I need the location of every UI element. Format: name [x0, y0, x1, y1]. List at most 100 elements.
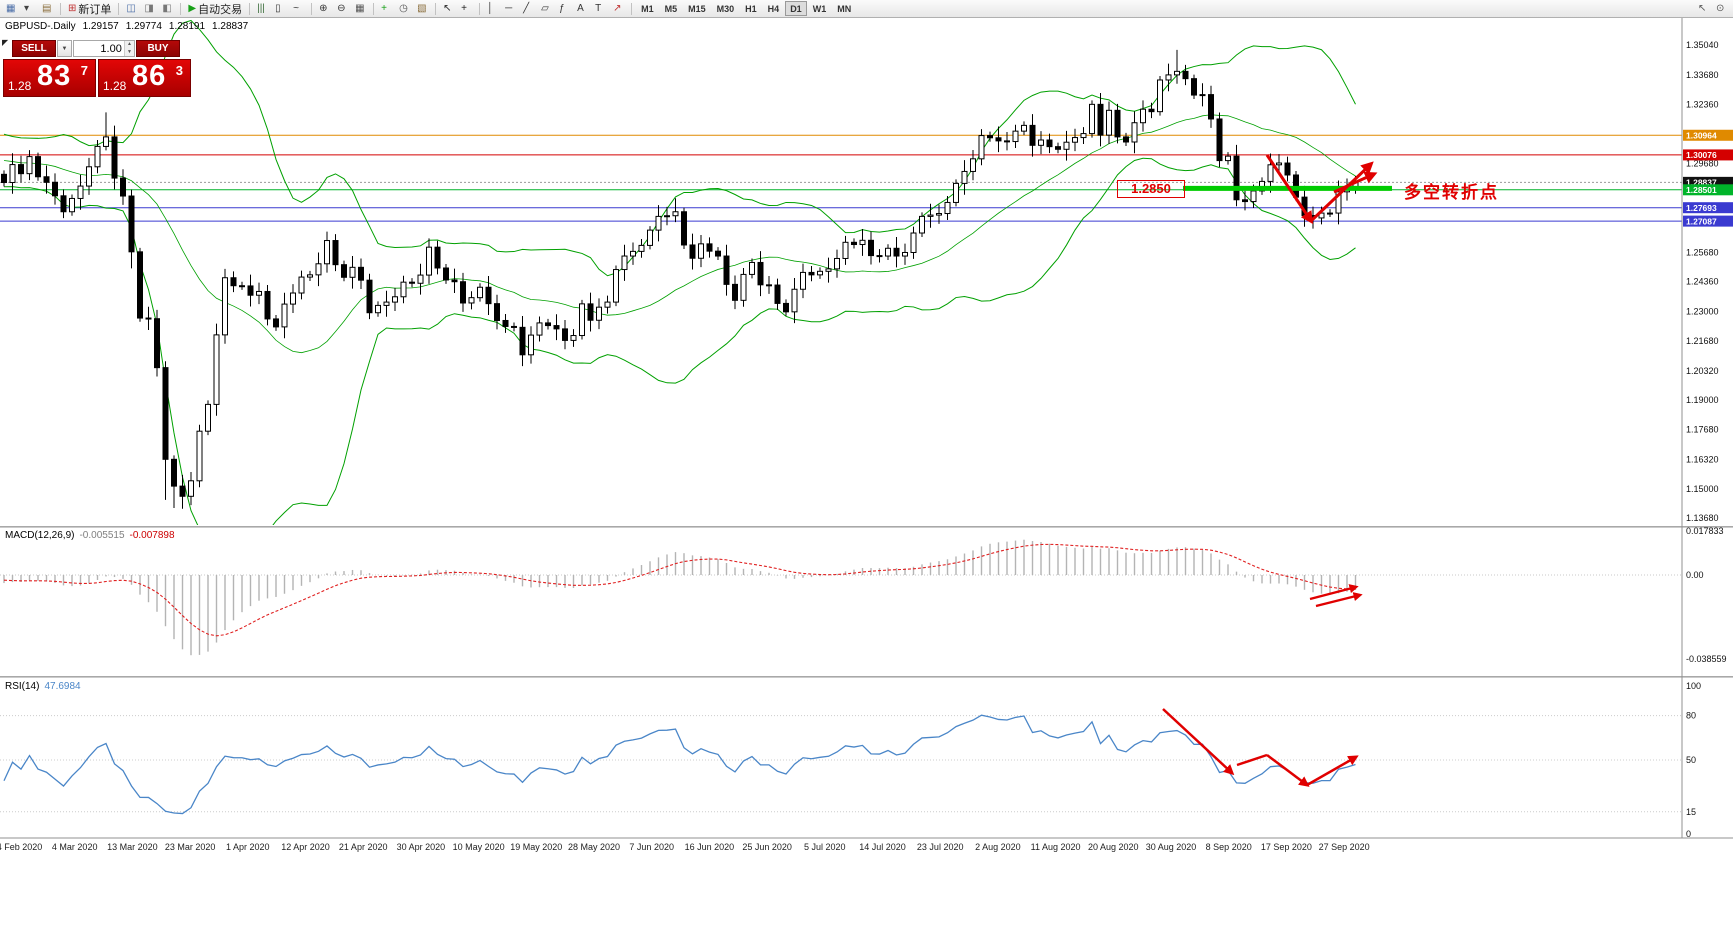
toolbar-separator [249, 2, 251, 15]
collapse-panel-icon[interactable]: ◤ [2, 38, 9, 47]
horizontal-line-icon: ─ [505, 2, 513, 14]
chart-window-dropdown-icon[interactable]: ▾ [21, 1, 38, 17]
text-label-icon[interactable]: T [592, 1, 609, 17]
price-tag-1.30964[interactable]: 1.30964 [1683, 129, 1733, 141]
buy-price-button[interactable]: 1.28 86 3 [98, 59, 191, 97]
pane-separator-rsi[interactable] [0, 676, 1733, 678]
arrows-icon[interactable]: ↗ [610, 1, 627, 17]
price-tag-1.28501[interactable]: 1.28501 [1683, 184, 1733, 196]
toolbar-separator [435, 2, 437, 15]
new-chart-icon: ▦ [6, 2, 16, 14]
autotrade-button[interactable]: ▶ 自动交易 [185, 1, 245, 17]
svg-text:100: 100 [1686, 681, 1701, 691]
macd-name: MACD(12,26,9) [5, 530, 75, 541]
timeframe-h4-button[interactable]: H4 [763, 1, 785, 16]
timeframe-h1-button[interactable]: H1 [740, 1, 762, 16]
svg-text:30 Aug 2020: 30 Aug 2020 [1146, 842, 1197, 852]
templates-icon[interactable]: ▧ [414, 1, 431, 17]
annotation-arrow[interactable] [1265, 154, 1314, 225]
svg-text:1.28837: 1.28837 [1686, 178, 1717, 188]
macd-signal-line [3, 543, 1356, 637]
magnifier-icon: ⊙ [1716, 2, 1725, 14]
timeframe-w1-button[interactable]: W1 [808, 1, 832, 16]
candlesticks [1, 49, 1359, 509]
annotation-arrow[interactable] [1309, 161, 1374, 223]
chart-window-dropdown-icon: ▾ [24, 2, 30, 14]
timeframe-m30-button[interactable]: M30 [712, 1, 740, 16]
tile-windows-icon[interactable]: ▦ [352, 1, 369, 17]
bar-chart-icon[interactable]: ||| [254, 1, 271, 17]
sell-button[interactable]: SELL [12, 40, 56, 57]
annotation-arrow[interactable] [1266, 754, 1310, 787]
macd-value-2: -0.007898 [129, 530, 175, 541]
rsi-name: RSI(14) [5, 681, 40, 692]
svg-text:8 Sep 2020: 8 Sep 2020 [1206, 842, 1252, 852]
toolbar-separator [631, 2, 633, 15]
svg-text:1.33680: 1.33680 [1686, 70, 1719, 80]
annotation-arrow[interactable] [1236, 753, 1268, 767]
price-tag-1.27087[interactable]: 1.27087 [1683, 215, 1733, 227]
svg-text:1 Apr 2020: 1 Apr 2020 [226, 842, 270, 852]
magnifier-icon[interactable]: ⊙ [1713, 1, 1730, 17]
line-chart-icon[interactable]: ~ [290, 1, 307, 17]
timeframe-d1-button[interactable]: D1 [785, 1, 807, 16]
sell-price-button[interactable]: 1.28 83 7 [3, 59, 96, 97]
market-watch-icon[interactable]: ◫ [123, 1, 140, 17]
macd-label: MACD(12,26,9) -0.005515 -0.007898 [5, 530, 175, 541]
candlestick-chart-icon[interactable]: ▯ [272, 1, 289, 17]
zoom-in-icon[interactable]: ⊕ [316, 1, 333, 17]
order-type-dropdown[interactable]: ▼ [57, 40, 72, 57]
new-order-button[interactable]: ⊞ 新订单 [65, 1, 114, 17]
timeframe-m15-button[interactable]: M15 [683, 1, 711, 16]
profiles-icon[interactable]: ▤ [39, 1, 56, 17]
svg-text:24 Feb 2020: 24 Feb 2020 [0, 842, 42, 852]
autotrade-play-icon: ▶ [188, 2, 197, 14]
chart-canvas[interactable]: 1.35040 1.33680 1.32360 1.29680 1.25680 1.243… [0, 18, 1733, 941]
vertical-line-icon[interactable]: │ [484, 1, 501, 17]
volume-up-button[interactable]: ▲ [124, 41, 134, 49]
crosshair-icon[interactable]: + [458, 1, 475, 17]
volume-stepper: ▲ ▼ [73, 40, 135, 57]
zoom-out-icon[interactable]: ⊖ [334, 1, 351, 17]
equidistant-channel-icon[interactable]: ▱ [538, 1, 555, 17]
annotation-arrow[interactable] [1333, 171, 1378, 194]
timeframe-m5-button[interactable]: M5 [660, 1, 683, 16]
dropdown-arrow-icon: ▼ [61, 45, 68, 52]
horizontal-line-icon[interactable]: ─ [502, 1, 519, 17]
annotation-arrow[interactable] [1162, 708, 1235, 776]
new-chart-icon[interactable]: ▦ [3, 1, 20, 17]
annotation-arrow[interactable] [1306, 755, 1359, 787]
timeframe-mn-button[interactable]: MN [832, 1, 856, 16]
cursor-icon[interactable]: ↖ [440, 1, 457, 17]
sell-price-figure: 1.28 [8, 79, 32, 93]
navigator-icon[interactable]: ◧ [159, 1, 176, 17]
text-icon[interactable]: A [574, 1, 591, 17]
cursor-icon: ↖ [443, 2, 452, 14]
price-tag-1.27693[interactable]: 1.27693 [1683, 202, 1733, 214]
annotation-arrow[interactable] [1309, 584, 1359, 601]
data-window-icon[interactable]: ◨ [141, 1, 158, 17]
chart-close: 1.28837 [212, 21, 249, 32]
svg-text:7 Jun 2020: 7 Jun 2020 [629, 842, 674, 852]
periods-icon[interactable]: ◷ [396, 1, 413, 17]
volume-down-button[interactable]: ▼ [124, 48, 134, 56]
window-cursor-icon[interactable]: ↖ [1695, 1, 1712, 17]
svg-text:1.19000: 1.19000 [1686, 395, 1719, 405]
price-tag-1.30076[interactable]: 1.30076 [1683, 149, 1733, 161]
price-annotation-label[interactable]: 1.2850 [1117, 180, 1185, 198]
trendline-icon: ╱ [523, 2, 530, 14]
svg-text:1.25680: 1.25680 [1686, 247, 1719, 257]
annotation-arrow[interactable] [1315, 592, 1363, 608]
volume-input[interactable] [74, 41, 124, 56]
pane-separator-macd[interactable] [0, 526, 1733, 528]
timeframe-m1-button[interactable]: M1 [636, 1, 659, 16]
svg-text:0.00: 0.00 [1686, 570, 1704, 580]
chart-low: 1.28191 [168, 21, 206, 32]
indicators-icon[interactable]: + [378, 1, 395, 17]
fibonacci-icon[interactable]: ƒ [556, 1, 573, 17]
trendline-icon[interactable]: ╱ [520, 1, 537, 17]
chart-open: 1.29157 [82, 21, 119, 32]
price-tag-1.28837[interactable]: 1.28837 [1683, 176, 1733, 188]
buy-button[interactable]: BUY [136, 40, 180, 57]
turning-point-annotation[interactable]: 多空转折点 [1404, 183, 1499, 202]
